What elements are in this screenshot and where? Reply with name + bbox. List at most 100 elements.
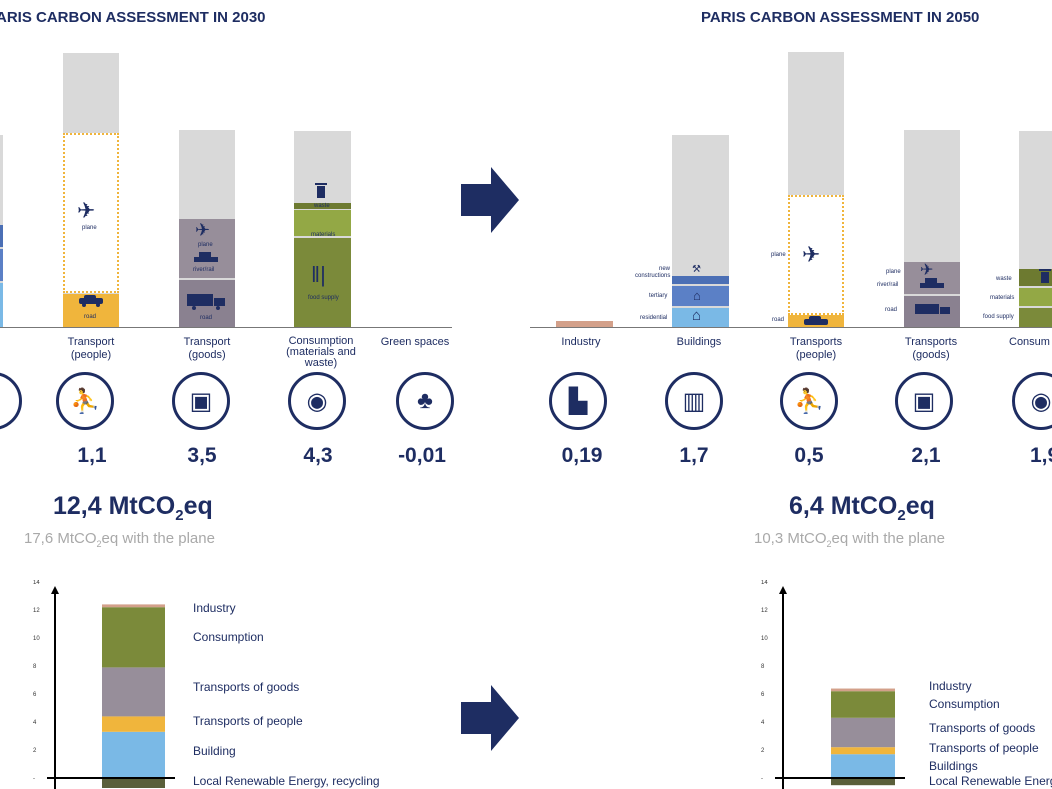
seg-residential-label: residential (640, 315, 668, 321)
legend-label: Industry (193, 601, 236, 615)
people-seated-icon: ⛹ (56, 372, 114, 430)
goods-plane-rail-segment (179, 219, 235, 278)
y-tick-label: 12 (761, 608, 768, 614)
r-bin-icon (1039, 268, 1051, 289)
r-transport-goods-bar (904, 130, 960, 327)
r-people-seated-icon: ⛹ (780, 372, 838, 430)
partial-circle-icon (0, 372, 22, 430)
left-value-consumption: 4,3 (303, 444, 333, 467)
y-tick-label: 2 (761, 748, 765, 754)
left-cat-transport-people: Transport (people) (67, 336, 115, 361)
left-stacked-chart: - 2 4 6 8 10 12 14 Industry Consumption Transports… (33, 580, 380, 789)
legend-label: Local Renewable Energy, recycling (193, 774, 380, 788)
fork-knife-icon: ǁ| (311, 262, 326, 287)
right-total: 6,4 MtCO2eq (789, 492, 935, 524)
y-tick-label: - (761, 776, 763, 782)
r-food-supply-segment (1019, 308, 1052, 327)
plane-icon-goods: ✈ (195, 220, 211, 240)
right-value-industry: 0,19 (561, 444, 603, 467)
bar-segment (102, 716, 165, 732)
r-boxes-icon: ▣ (895, 372, 953, 430)
left-partial-bar-blue2 (0, 249, 3, 281)
r-materials-segment (1019, 288, 1052, 306)
materials-segment (294, 210, 351, 236)
seg-new-constructions-label: new constructions (635, 266, 671, 279)
seg-river-rail-label: river/rail (193, 267, 215, 273)
legend-label: Transports of people (193, 714, 303, 728)
seg-waste-label: waste (314, 203, 330, 209)
left-value-transport-people: 1,1 (77, 444, 107, 467)
plane-dotted-segment (63, 133, 119, 293)
r-seg-road-label: road (772, 317, 785, 323)
r-car-icon (801, 315, 831, 333)
right-plane-note: 10,3 MtCO2eq with the plane (754, 530, 945, 549)
legend-label: Consumption (193, 630, 264, 644)
legend-label: Local Renewable Energy (929, 774, 1052, 788)
plane-icon: ✈ (77, 198, 96, 223)
buildings-icon: ▥ (665, 372, 723, 430)
right-value-transports-goods: 2,1 (911, 444, 941, 467)
left-plane-note: 17,6 MtCO2eq with the plane (24, 530, 215, 549)
house-icon: ⌂ (692, 307, 702, 324)
bar-segment (831, 747, 895, 755)
r-plane-dotted-segment (788, 195, 844, 315)
left-value-green-spaces: -0,01 (398, 444, 446, 467)
left-total: 12,4 MtCO2eq (53, 492, 213, 524)
ship-icon (191, 250, 221, 269)
tree-icon: ♣ (396, 372, 454, 430)
left-value-transport-goods: 3,5 (187, 444, 217, 467)
arrow-right-icon-bottom (461, 685, 519, 751)
right-baseline (530, 327, 1052, 328)
y-tick-label: 4 (33, 720, 37, 726)
left-cat-transport-goods: Transport (goods) (183, 336, 231, 361)
waste-segment (294, 203, 351, 209)
y-tick-label: 10 (761, 636, 768, 642)
y-tick-label: 12 (33, 608, 40, 614)
y-tick-label: 6 (33, 692, 37, 698)
r-seg-waste-label: waste (996, 276, 1012, 282)
right-stacked-chart: - 2 4 6 8 10 12 14 Industry Consumption Transports… (761, 580, 1052, 789)
y-tick-label: 4 (761, 720, 765, 726)
seg-plane-label: plane (82, 225, 97, 231)
legend-label: Transports of people (929, 741, 1039, 755)
bar-segment (831, 691, 895, 718)
y-tick-label: 8 (33, 664, 37, 670)
legend-label: Industry (929, 679, 972, 693)
y-axis-arrowhead (51, 586, 59, 594)
truck-icon (187, 292, 227, 315)
arrow-right-icon-top (461, 167, 519, 233)
seg-tertiary-label: tertiary (649, 293, 668, 299)
right-cat-consumption: Consum (1009, 336, 1050, 348)
r-consumption-icon: ◉ (1012, 372, 1052, 430)
right-cat-industry: Industry (561, 336, 601, 348)
bar-segment (102, 778, 165, 788)
residential-segment (672, 308, 729, 327)
bar-segment (102, 731, 165, 778)
legend-label: Transports of goods (193, 680, 299, 694)
bar-segment (102, 667, 165, 717)
left-partial-bar-blue3 (0, 283, 3, 327)
y-tick-label: 6 (761, 692, 765, 698)
seg-materials-label: materials (311, 232, 336, 238)
r-truck-icon (915, 302, 951, 323)
y-tick-label: 14 (761, 580, 768, 586)
y-tick-label: 8 (761, 664, 765, 670)
left-title: ARIS CARBON ASSESSMENT IN 2030 (0, 9, 266, 26)
r-plane-icon-goods: ✈ (920, 262, 934, 279)
bar-segment (831, 754, 895, 778)
seg-food-supply-label: food supply (308, 295, 339, 301)
y-tick-label: 2 (33, 748, 37, 754)
bin-icon (314, 181, 328, 204)
r-ship-icon (917, 276, 947, 294)
y-tick-label: - (33, 776, 35, 782)
industry-bar (556, 321, 613, 327)
y-tick-label: 14 (33, 580, 40, 586)
right-cat-transports-goods: Transports (goods) (904, 336, 958, 361)
r-plane-icon: ✈ (802, 242, 821, 267)
left-cat-consumption: Consumption (materials and waste) (286, 335, 356, 369)
legend-label: Consumption (929, 697, 1000, 711)
r-seg-goods-plane-label: plane (886, 269, 901, 275)
new-constructions-segment (672, 276, 729, 284)
right-value-consumption: 1,9 (1030, 444, 1052, 467)
r-seg-food-supply-label: food supply (983, 314, 1014, 320)
